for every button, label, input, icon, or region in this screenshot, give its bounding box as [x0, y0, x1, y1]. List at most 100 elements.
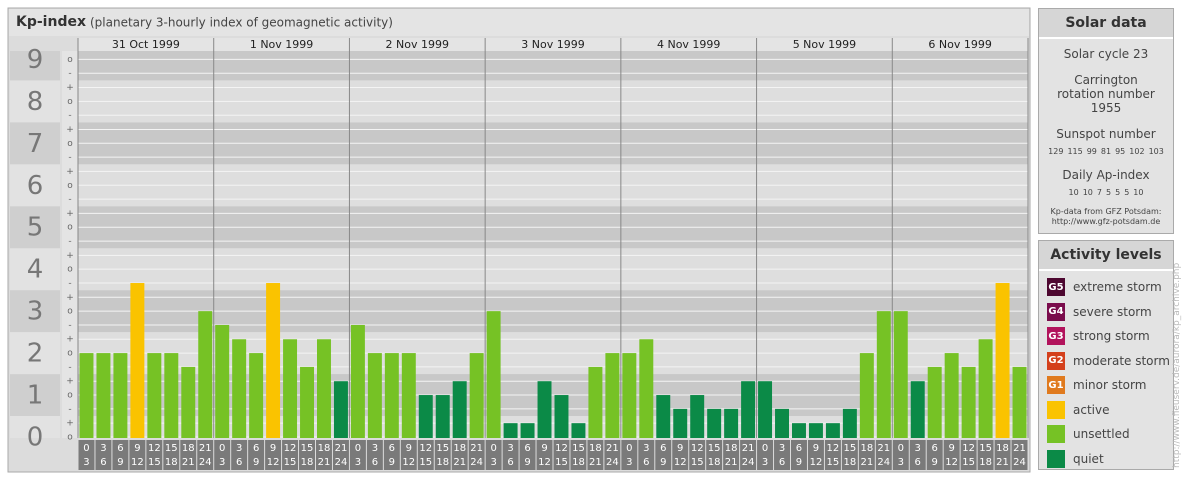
bar	[333, 381, 348, 438]
bar	[283, 339, 298, 438]
minor-tick-label: +	[66, 83, 74, 93]
ap-value: 5	[1124, 188, 1130, 197]
bar	[995, 283, 1010, 438]
x-tick-label: 12	[691, 443, 704, 454]
minor-tick-label: o	[67, 55, 73, 65]
x-tick-label: 9	[117, 457, 123, 468]
y-tick-label: 5	[27, 213, 44, 243]
legend: G5 extreme storm G4 severe storm G3 strong st…	[1039, 271, 1173, 471]
panel-title: Activity levels	[1039, 241, 1173, 271]
x-tick-label: 15	[572, 443, 585, 454]
x-tick-label: 21	[860, 457, 873, 468]
x-tick-label: 3	[915, 443, 921, 454]
x-tick-label: 3	[83, 457, 89, 468]
hour-cell	[332, 440, 349, 470]
hour-cell	[316, 440, 332, 470]
x-tick-label: 3	[643, 443, 649, 454]
minor-tick-label: o	[67, 265, 73, 275]
x-tick-label: 9	[932, 457, 938, 468]
x-tick-label: 21	[996, 457, 1009, 468]
bar	[588, 366, 603, 438]
hour-cell	[265, 440, 282, 470]
x-tick-label: 18	[708, 457, 721, 468]
hour-cell	[774, 440, 790, 470]
ap-value: 10	[1082, 188, 1093, 197]
level-band	[78, 416, 1028, 438]
x-tick-label: 6	[389, 443, 395, 454]
level-band	[10, 416, 60, 438]
bar	[758, 381, 773, 438]
x-tick-label: 18	[182, 443, 195, 454]
side-url: http://www.fieuserv.de/aurora/kp_archive…	[1172, 262, 1182, 468]
x-tick-label: 9	[134, 443, 140, 454]
minor-tick-label: -	[68, 362, 71, 372]
x-tick-label: 3	[762, 457, 768, 468]
ap-label: Daily Ap-index	[1062, 168, 1150, 182]
x-tick-label: 15	[708, 443, 721, 454]
ap-value: 10	[1068, 188, 1079, 197]
bar	[300, 366, 314, 438]
hour-cell	[587, 440, 604, 470]
hour-cell	[570, 440, 587, 470]
x-tick-label: 6	[253, 443, 259, 454]
x-tick-label: 9	[270, 443, 276, 454]
credit: Kp-data from GFZ Potsdam:	[1050, 207, 1162, 216]
x-tick-label: 15	[827, 457, 840, 468]
bar	[910, 381, 925, 438]
hour-cell	[977, 440, 994, 470]
x-tick-label: 9	[813, 443, 819, 454]
legend-swatch	[1047, 400, 1065, 419]
x-tick-label: 12	[419, 443, 432, 454]
level-band	[10, 332, 60, 375]
x-tick-label: 9	[253, 457, 259, 468]
bar	[876, 311, 891, 438]
x-tick-label: 21	[877, 443, 890, 454]
bar	[520, 423, 535, 438]
x-tick-label: 12	[827, 443, 840, 454]
hour-cell	[366, 440, 383, 470]
hour-cell	[875, 440, 892, 470]
x-tick-label: 18	[725, 443, 738, 454]
hour-cell	[129, 440, 146, 470]
legend-item: G4 severe storm	[1039, 300, 1173, 325]
hour-cell	[824, 440, 841, 470]
y-tick-label: 6	[27, 171, 44, 201]
x-tick-label: 3	[490, 457, 496, 468]
bar	[622, 353, 637, 438]
x-tick-label: 12	[945, 457, 958, 468]
minor-tick-label: -	[68, 195, 71, 205]
hour-cell	[485, 440, 502, 470]
legend-label: active	[1073, 402, 1110, 417]
hour-cell	[926, 440, 943, 470]
x-tick-label: 12	[267, 457, 280, 468]
x-tick-label: 18	[844, 457, 857, 468]
hour-cell	[248, 440, 265, 470]
level-band	[78, 51, 1028, 81]
hour-cell	[349, 440, 366, 470]
x-tick-label: 21	[199, 443, 212, 454]
bar	[859, 353, 874, 438]
legend-swatch	[1047, 425, 1065, 444]
legend-label: quiet	[1073, 451, 1104, 466]
hour-cell	[451, 440, 468, 470]
minor-tick-label: +	[66, 167, 74, 177]
hour-cell	[1011, 440, 1028, 470]
chart: Kp-index (planetary 3-hourly index of ge…	[7, 7, 1031, 473]
minor-tick-label: +	[66, 335, 74, 345]
minor-tick-label: -	[68, 111, 71, 121]
bar	[469, 353, 484, 438]
hour-cell	[536, 440, 553, 470]
hour-cell	[638, 440, 655, 470]
bar	[639, 339, 654, 438]
hour-cell	[214, 440, 231, 470]
x-tick-label: 6	[779, 457, 785, 468]
sunspot-value: 95	[1115, 147, 1126, 156]
level-band	[10, 290, 60, 333]
x-tick-label: 18	[979, 457, 992, 468]
bar	[673, 408, 688, 438]
x-tick-label: 18	[301, 457, 314, 468]
x-tick-label: 21	[470, 443, 483, 454]
x-tick-label: 12	[674, 457, 687, 468]
minor-tick-label: -	[68, 404, 71, 414]
hour-cell	[943, 440, 960, 470]
